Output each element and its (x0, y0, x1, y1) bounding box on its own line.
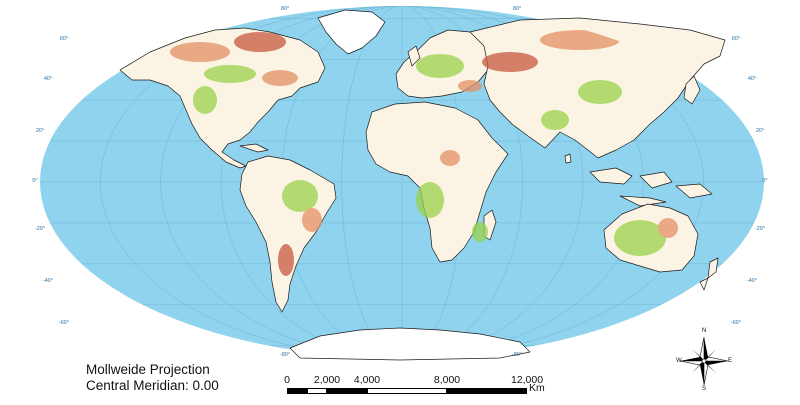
latitude-label-left: -40° (43, 278, 53, 284)
scale-units: Km (529, 382, 545, 394)
vegetation-overlay (170, 30, 678, 276)
projection-info: Mollweide Projection Central Meridian: 0… (86, 362, 219, 394)
scale-segment-4 (367, 388, 447, 394)
latitude-label-right: 20° (756, 128, 764, 134)
latitude-label-left: 0° (32, 178, 37, 184)
new-zealand (699, 257, 719, 291)
scale-segment-3 (327, 388, 367, 394)
latitude-label-right: 40° (748, 76, 756, 82)
north-arrow: N S E W (676, 328, 733, 392)
compass-rose-icon (679, 336, 729, 386)
latitude-label-right: -40° (747, 278, 757, 284)
antarctica (289, 327, 531, 361)
central-meridian: Central Meridian: 0.00 (86, 378, 219, 393)
meridian-line (100, 6, 704, 358)
compass-north: N (702, 328, 707, 334)
cuba (239, 143, 269, 153)
compass-south: S (702, 386, 707, 392)
scale-segment-1 (287, 388, 307, 394)
latitude-label-left: -60° (59, 320, 69, 326)
scale-bar: 0 2,000 4,000 8,000 12,000 Km (284, 374, 545, 396)
compass-west: W (676, 358, 682, 364)
meridian-line (220, 6, 584, 358)
latitude-label-left: 20° (36, 128, 44, 134)
compass-east: E (728, 358, 733, 364)
greenland (317, 9, 386, 55)
north-america (119, 27, 326, 169)
southeast-asia-islands (589, 167, 713, 207)
projection-name: Mollweide Projection (86, 362, 210, 377)
latitude-label-right: 0° (762, 178, 767, 184)
latitude-label-bottom: -80° (280, 352, 290, 358)
latitude-label-left: -20° (35, 226, 45, 232)
latitude-label-top: 80° (513, 6, 521, 12)
latitude-label-top: 80° (281, 6, 289, 12)
scale-tick-12000: 12,000 (510, 374, 544, 386)
africa (365, 101, 509, 263)
japan (683, 75, 701, 105)
scale-segment-5 (447, 388, 527, 394)
latitude-label-right: -20° (755, 226, 765, 232)
british-isles (407, 45, 421, 67)
scale-tick-2000: 2,000 (313, 374, 341, 386)
latitude-label-left: 60° (60, 36, 68, 42)
scale-tick-4000: 4,000 (353, 374, 381, 386)
latitude-label-right: -60° (731, 320, 741, 326)
scale-tick-8000: 8,000 (433, 374, 461, 386)
sri-lanka (564, 153, 572, 164)
graticule-labels: 60° 40° 20° 0° -20° -40° -60° 60° 40° 20° 0° -20° -4… (32, 6, 767, 358)
scale-tick-0: 0 (284, 374, 290, 386)
scale-segment-2 (307, 388, 327, 394)
latitude-label-left: 40° (44, 76, 52, 82)
meridian-line (160, 6, 644, 358)
latitude-label-right: 60° (732, 36, 740, 42)
latitude-label-bottom: -80° (512, 352, 522, 358)
